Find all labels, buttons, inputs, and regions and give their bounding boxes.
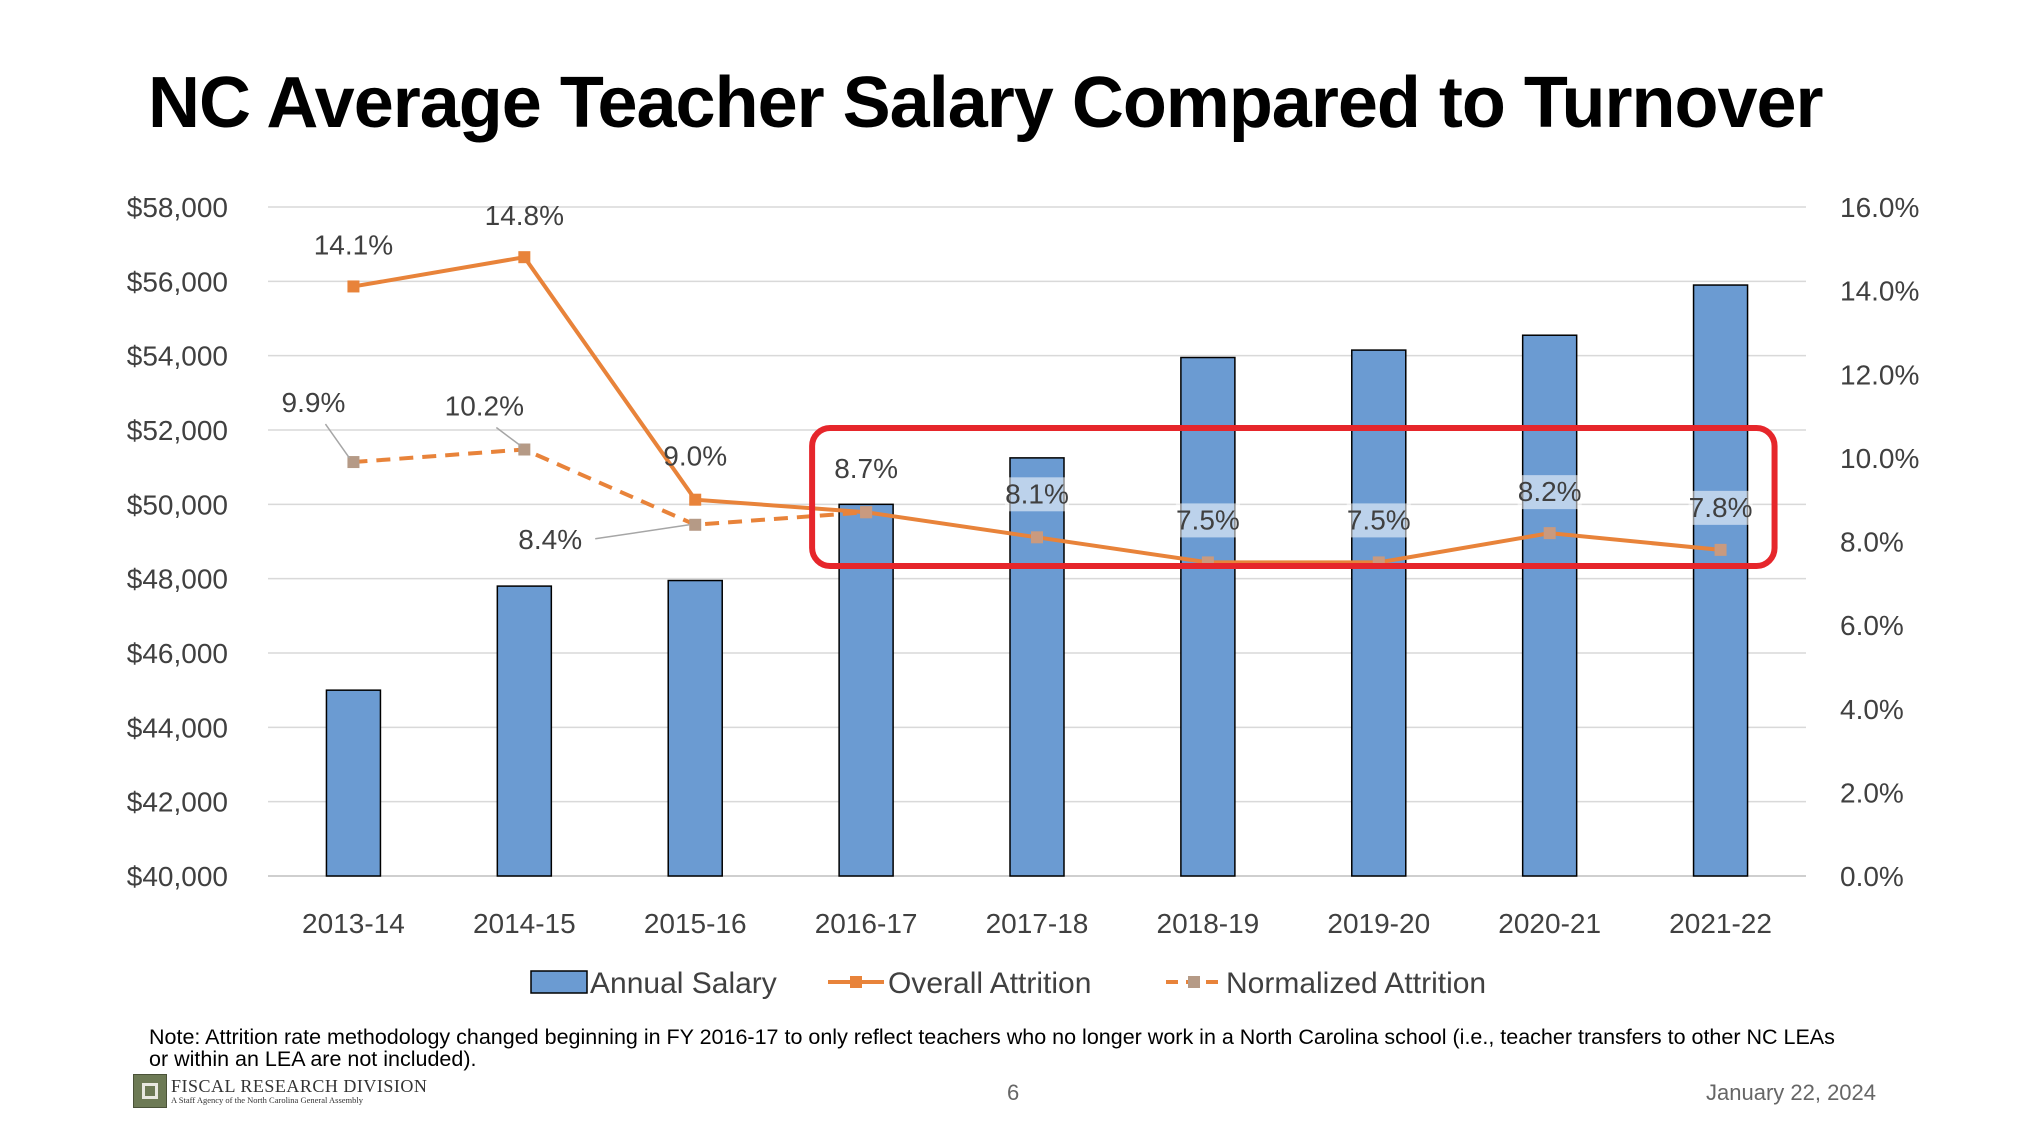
overall-attrition-data-label: 7.5% [1347,504,1411,535]
salary-bar [1692,284,1749,877]
salary-bar [1521,334,1578,877]
overall-attrition-data-label: 7.5% [1176,504,1240,535]
x-tick-label: 2021-22 [1669,908,1772,939]
y-left-tick-label: $40,000 [127,861,228,892]
y-left-tick-label: $58,000 [127,192,228,223]
y-left-tick-label: $48,000 [127,564,228,595]
y-left-tick-label: $54,000 [127,341,228,372]
y-right-tick-label: 0.0% [1840,861,1904,892]
y-right-tick-label: 4.0% [1840,694,1904,725]
overall-attrition-marker [1031,531,1043,544]
normalized-attrition-marker [689,518,702,531]
overall-attrition-data-label: 7.8% [1689,492,1753,523]
salary-bar [667,579,723,877]
x-tick-label: 2016-17 [815,908,918,939]
normalized-attrition-marker [347,456,360,469]
normalized-attrition-line [353,447,867,527]
fiscal-research-logo: FISCAL RESEARCH DIVISION A Staff Agency … [133,1074,427,1108]
overall-attrition-marker [1543,527,1556,540]
legend-swatch-annual-salary [530,970,588,994]
normalized-attrition-data-label: 10.2% [445,391,524,422]
normalized-attrition-data-label: 8.4% [518,524,582,555]
y-right-tick-label: 12.0% [1840,359,1919,390]
legend-label-annual-salary: Annual Salary [590,967,777,1000]
y-left-tick-label: $42,000 [127,787,228,818]
salary-bar [325,689,382,877]
overall-attrition-marker [1714,543,1727,556]
slide-date: January 22, 2024 [1706,1080,1877,1105]
y-right-tick-label: 14.0% [1840,276,1919,307]
y-left-tick-label: $44,000 [127,712,228,743]
logo-subtitle: A Staff Agency of the North Carolina Gen… [171,1095,363,1105]
legend-label-normalized-attrition: Normalized Attrition [1226,967,1486,1000]
overall-attrition-data-label: 14.8% [485,200,564,231]
overall-attrition-marker [347,280,360,293]
legend-label-overall-attrition: Overall Attrition [888,967,1091,1000]
legend-marker-overall-attrition [850,976,862,988]
data-label-background [1005,477,1069,512]
salary-bar [838,503,894,877]
data-label-background [1688,490,1753,525]
salary-turnover-chart: $40,000 $42,000 $44,000 $46,000 $48,000 $50,0… [127,192,1920,1000]
y-left-tick-label: $56,000 [127,266,228,297]
x-tick-label: 2014-15 [473,908,576,939]
leader-line [495,426,521,447]
normalized-attrition-marker [518,443,531,456]
overall-attrition-marker [860,506,873,519]
leader-line [324,423,351,459]
data-label-background [1175,503,1240,538]
legend-marker-normalized-attrition [1188,976,1200,988]
data-label-background [1517,475,1582,510]
normalized-attrition-data-label: 9.9% [282,387,346,418]
salary-bar [1009,457,1065,877]
leader-line [595,524,690,540]
y-left-tick-label: $50,000 [127,489,228,520]
y-left-tick-label: $52,000 [127,415,228,446]
salary-bar [496,585,553,877]
logo-square-icon [133,1074,167,1108]
x-tick-label: 2015-16 [644,908,747,939]
salary-bar [1351,349,1407,877]
data-label-background [1346,503,1411,538]
overall-attrition-data-label: 14.1% [314,229,393,260]
x-tick-label: 2018-19 [1157,908,1260,939]
overall-attrition-data-label: 8.1% [1005,478,1069,509]
highlight-box [809,425,1778,569]
x-tick-label: 2017-18 [986,908,1089,939]
overall-attrition-marker [518,251,531,264]
y-right-tick-label: 2.0% [1840,777,1904,808]
y-right-tick-label: 8.0% [1840,527,1904,558]
page-number: 6 [1007,1080,1020,1105]
salary-bar [1180,356,1236,877]
slide-title: NC Average Teacher Salary Compared to Tu… [148,63,1824,143]
x-tick-label: 2019-20 [1327,908,1430,939]
logo-name: FISCAL RESEARCH DIVISION [171,1076,428,1096]
x-tick-label: 2013-14 [302,908,405,939]
overall-attrition-data-label: 8.7% [834,453,898,484]
overall-attrition-data-label: 8.2% [1518,476,1582,507]
y-right-tick-label: 16.0% [1840,192,1919,223]
y-left-tick-label: $46,000 [127,638,228,669]
methodology-note: Note: Attrition rate methodology changed… [149,1025,1835,1071]
y-right-tick-label: 6.0% [1840,610,1904,641]
x-tick-label: 2020-21 [1498,908,1601,939]
overall-attrition-data-label: 9.0% [663,441,727,472]
y-right-tick-label: 10.0% [1840,443,1919,474]
overall-attrition-marker [689,493,702,506]
